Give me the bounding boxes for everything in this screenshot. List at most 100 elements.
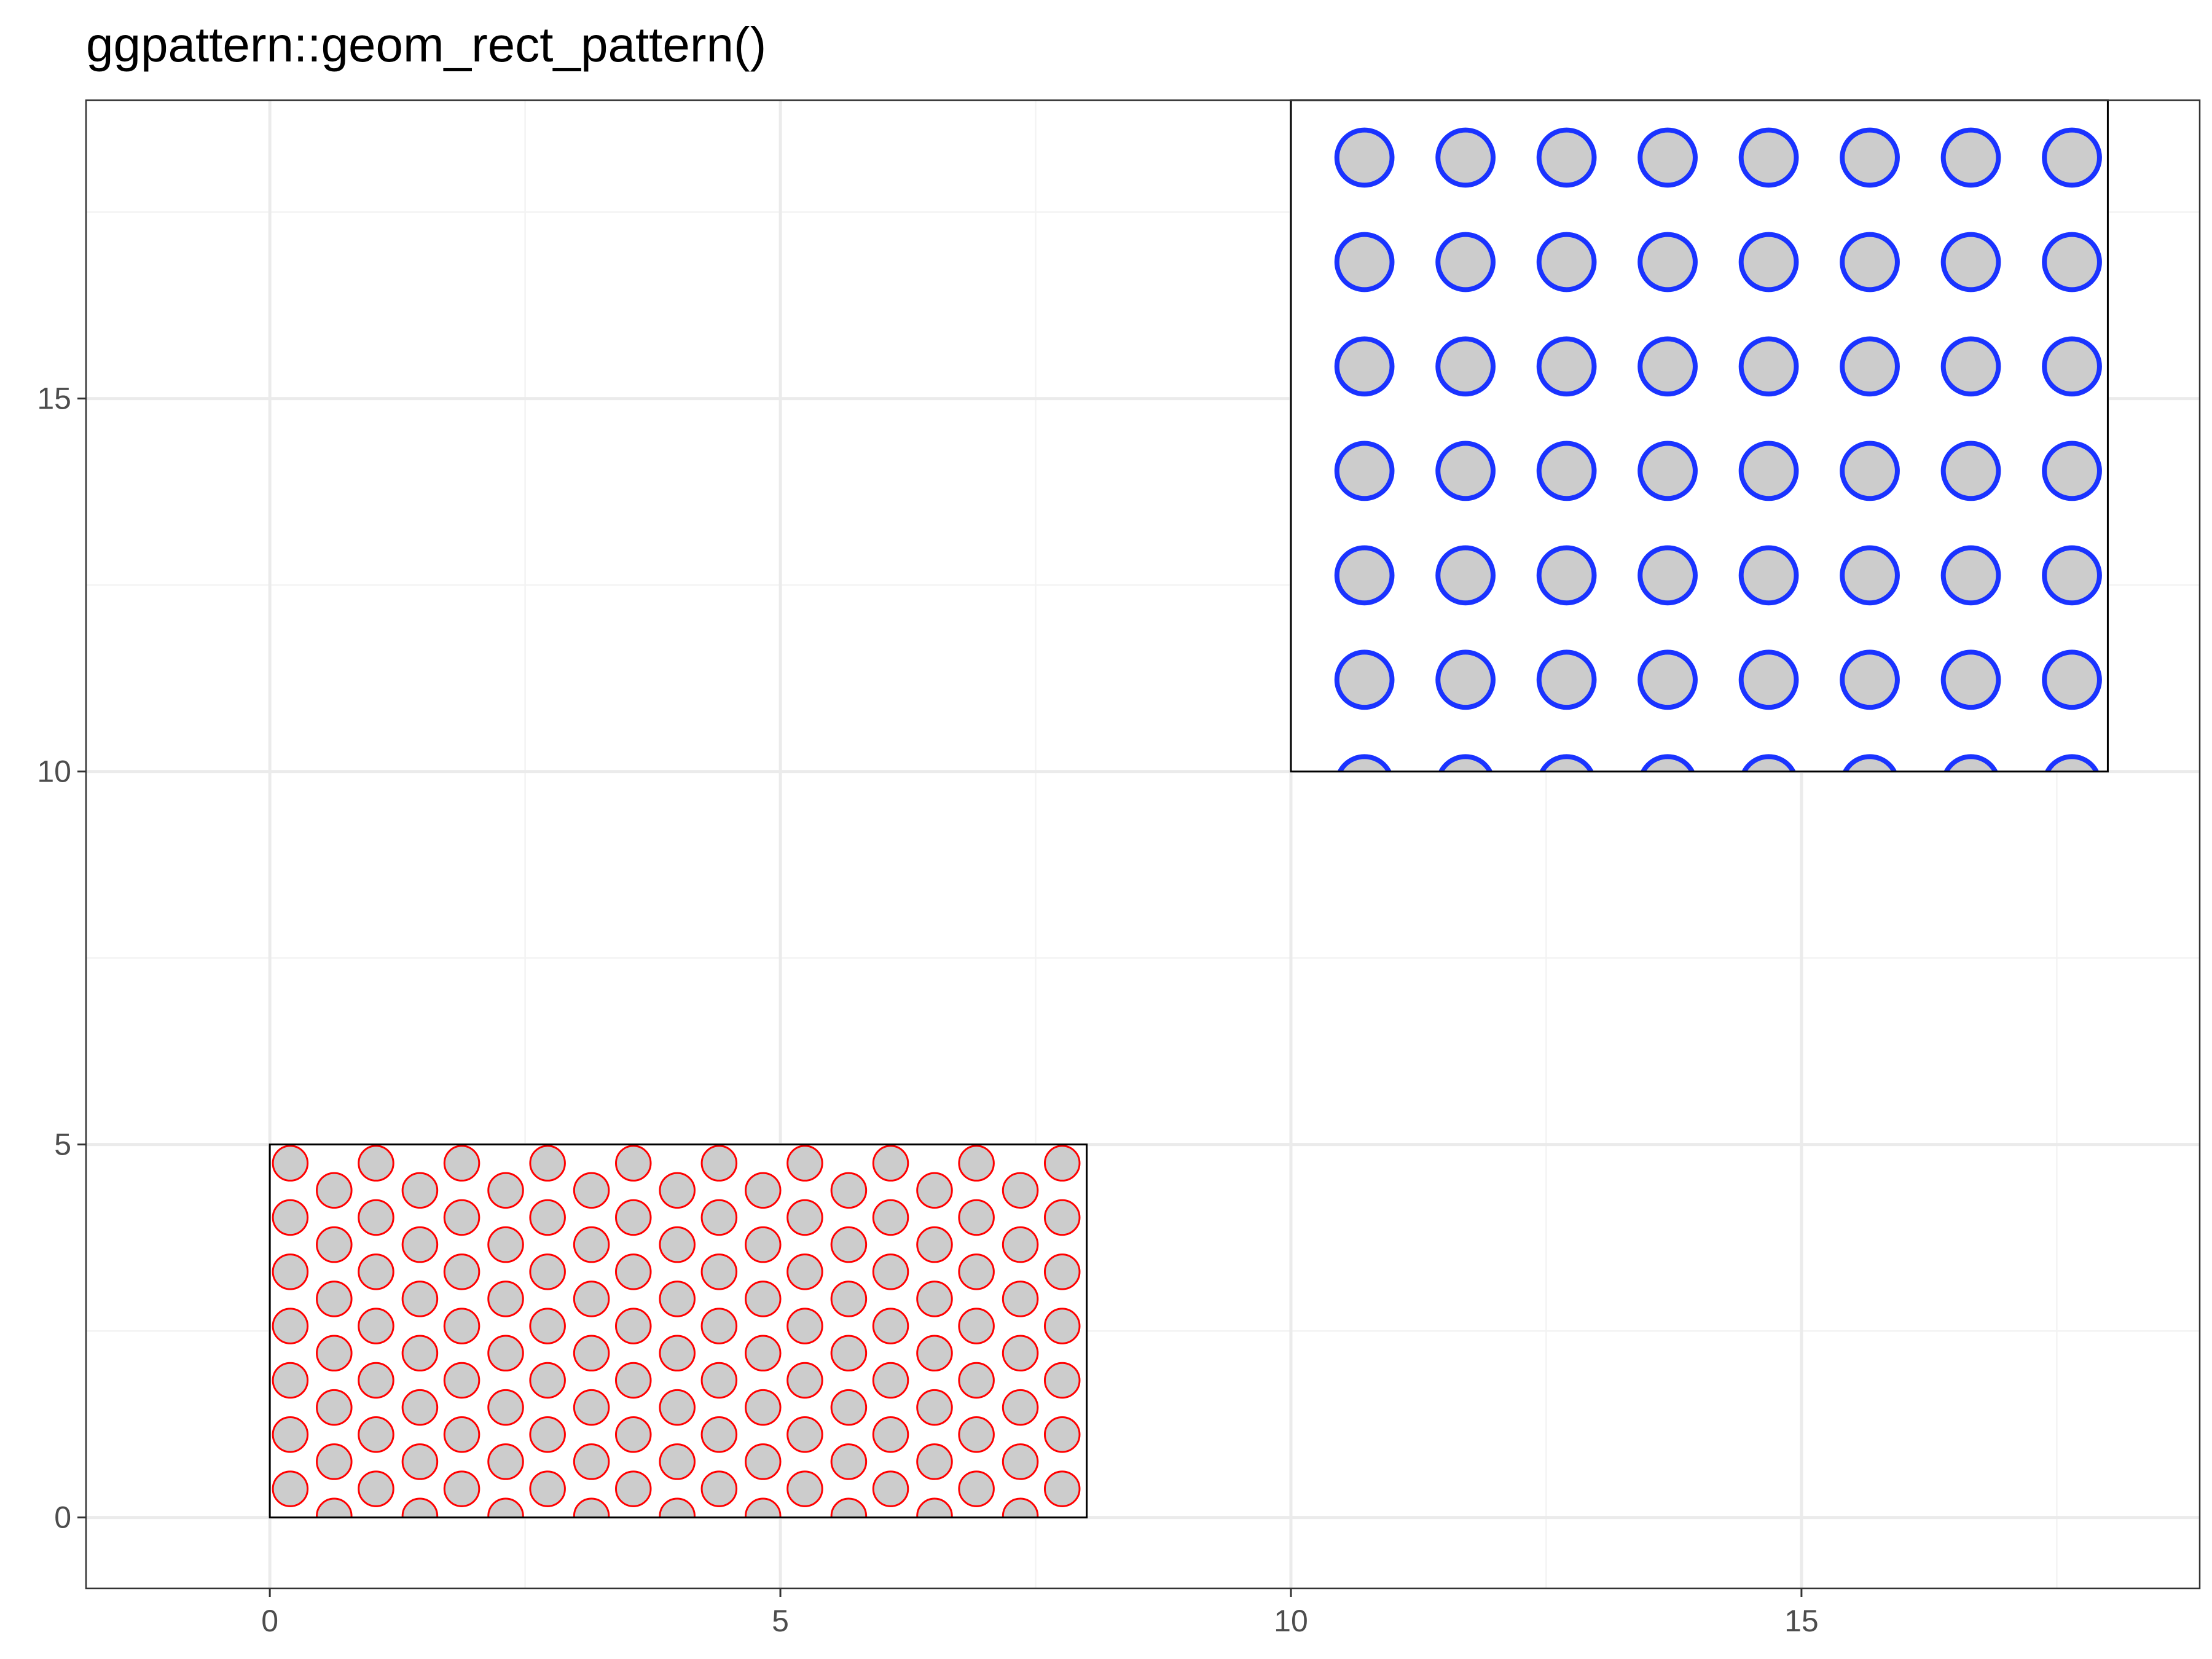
pattern-dot [487, 1281, 524, 1317]
pattern-dot [2042, 127, 2102, 188]
pattern-dot [443, 1362, 480, 1399]
pattern-dot [700, 1308, 738, 1344]
pattern-dot [1435, 232, 1496, 292]
pattern-dot [958, 1199, 995, 1236]
pattern-dot [786, 1253, 823, 1290]
panel-border [85, 99, 2201, 1590]
pattern-dot [316, 1443, 353, 1480]
pattern-dot [614, 1199, 652, 1236]
pattern-dot [272, 1199, 309, 1236]
pattern-dot [1738, 649, 1799, 710]
pattern-dot [958, 1308, 995, 1344]
pattern-dot [830, 1172, 868, 1209]
pattern-dot [573, 1172, 610, 1209]
pattern-dot [1043, 1145, 1081, 1182]
rect-outline [269, 1143, 1088, 1519]
pattern-dot [786, 1145, 823, 1182]
pattern-dot [830, 1335, 868, 1372]
pattern-dot [316, 1281, 353, 1317]
pattern-dot [443, 1253, 480, 1290]
pattern-dot [1637, 545, 1698, 606]
pattern-dot [1539, 754, 1594, 772]
pattern-dot [1536, 127, 1597, 188]
pattern-dot [1840, 232, 1900, 292]
pattern-dot [358, 1362, 394, 1399]
pattern-dot [316, 1172, 353, 1209]
pattern-dot [1536, 441, 1597, 501]
pattern-dot [958, 1416, 995, 1453]
x-tick-label: 15 [1784, 1604, 1819, 1638]
pattern-dot [2042, 649, 2102, 710]
pattern-dot [700, 1145, 738, 1182]
pattern-dot [958, 1362, 995, 1399]
pattern-dot [614, 1308, 652, 1344]
pattern-dot [745, 1226, 782, 1263]
pattern-dot [1337, 754, 1392, 772]
pattern-dot [272, 1470, 309, 1507]
chart-title: ggpattern::geom_rect_pattern() [86, 17, 766, 72]
pattern-dot [614, 1145, 652, 1182]
pattern-dot [2044, 754, 2100, 772]
pattern-dot [529, 1145, 566, 1182]
y-tick-label: 10 [37, 755, 71, 789]
pattern-dot [1536, 649, 1597, 710]
pattern-dot [916, 1172, 953, 1209]
pattern-dot [1334, 232, 1395, 292]
pattern-dot [1002, 1443, 1039, 1480]
pattern-dot [916, 1281, 953, 1317]
pattern-dot [1536, 232, 1597, 292]
pattern-dot [700, 1416, 738, 1453]
pattern-dot [1842, 754, 1897, 772]
pattern-dot [358, 1253, 394, 1290]
pattern-dot [700, 1199, 738, 1236]
pattern-dot [316, 1389, 353, 1426]
y-tick-label: 15 [37, 382, 71, 416]
pattern-dot [443, 1416, 480, 1453]
pattern-dot [1334, 336, 1395, 397]
y-tick-label: 0 [54, 1500, 71, 1535]
pattern-dot [443, 1308, 480, 1344]
pattern-dot [1741, 754, 1796, 772]
pattern-dot [1539, 26, 1594, 81]
pattern-dot [573, 1497, 610, 1518]
pattern-dot [786, 1470, 823, 1507]
pattern-dot [659, 1172, 696, 1209]
pattern-dot [2042, 545, 2102, 606]
pattern-dot [659, 1389, 696, 1426]
pattern-dot [401, 1226, 439, 1263]
pattern-dot [272, 1145, 309, 1182]
circle-pattern [272, 1145, 1081, 1518]
pattern-dot [272, 1253, 309, 1290]
pattern-dot [1043, 1253, 1081, 1290]
pattern-dot [487, 1389, 524, 1426]
pattern-dot [401, 1497, 439, 1518]
pattern-dot [1640, 754, 1695, 772]
pattern-dot [487, 1335, 524, 1372]
pattern-dot [573, 1226, 610, 1263]
pattern-dot [745, 1172, 782, 1209]
pattern-dot [872, 1308, 909, 1344]
pattern-dot [443, 1145, 480, 1182]
pattern-dot [916, 1497, 953, 1518]
pattern-dot [872, 1253, 909, 1290]
pattern-dot [872, 1470, 909, 1507]
pattern-dot [401, 1389, 439, 1426]
pattern-dot [529, 1362, 566, 1399]
pattern-dot [659, 1443, 696, 1480]
pattern-dot [700, 1362, 738, 1399]
pattern-dot [786, 1362, 823, 1399]
x-tick-label: 5 [772, 1604, 789, 1638]
x-tick-label: 0 [261, 1604, 278, 1638]
pattern-dot [1435, 441, 1496, 501]
pattern-dot [316, 1226, 353, 1263]
pattern-dot [487, 1172, 524, 1209]
pattern-dot [1337, 26, 1392, 81]
pattern-dot [1940, 232, 2001, 292]
pattern-dot [1002, 1281, 1039, 1317]
pattern-dot [529, 1199, 566, 1236]
pattern-dot [1334, 545, 1395, 606]
pattern-dot [443, 1470, 480, 1507]
pattern-dot [700, 1253, 738, 1290]
pattern-dot [1738, 127, 1799, 188]
pattern-dot [316, 1335, 353, 1372]
